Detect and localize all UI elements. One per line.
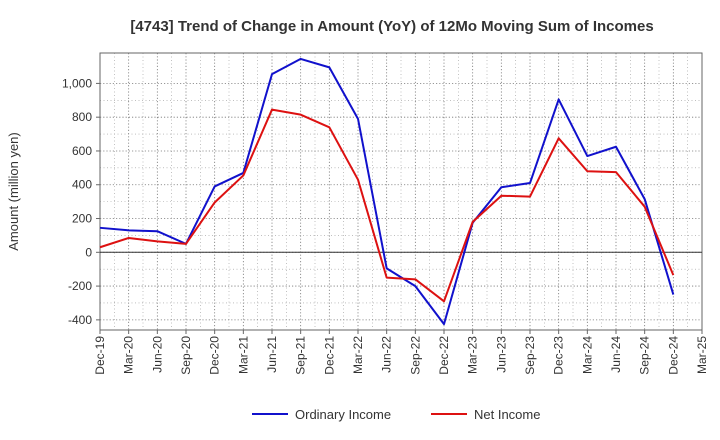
x-tick-label: Sep-20 (179, 336, 193, 375)
x-tick-label: Mar-23 (466, 336, 480, 374)
y-tick-label: 1,000 (62, 76, 92, 90)
y-tick-label: 400 (72, 178, 92, 192)
y-tick-label: -200 (68, 279, 92, 293)
x-tick-label: Mar-21 (236, 336, 250, 374)
legend-label-ordinary-income: Ordinary Income (295, 407, 391, 422)
y-axis-label: Amount (million yen) (6, 132, 21, 251)
grid (99, 52, 703, 331)
x-tick-label: Mar-24 (580, 336, 594, 374)
x-tick-label: Mar-22 (351, 336, 365, 374)
x-tick-label: Jun-21 (265, 336, 279, 373)
x-tick-label: Dec-24 (666, 336, 680, 375)
x-tick-label: Sep-23 (523, 336, 537, 375)
x-tick-label: Jun-22 (380, 336, 394, 373)
x-tick-label: Mar-20 (122, 336, 136, 374)
x-tick-label: Jun-24 (609, 336, 623, 373)
x-tick-label: Jun-23 (494, 336, 508, 373)
x-tick-label: Mar-25 (695, 336, 709, 374)
y-ticks: -400 -200 0 200 400 600 800 1,000 (62, 76, 100, 327)
y-tick-label: -400 (68, 313, 92, 327)
x-tick-label: Dec-20 (208, 336, 222, 375)
x-tick-label: Jun-20 (150, 336, 164, 373)
series-line-net-income (99, 108, 675, 303)
series-layer (99, 57, 675, 326)
x-tick-label: Sep-24 (638, 336, 652, 375)
x-tick-label: Sep-22 (408, 336, 422, 375)
y-tick-label: 600 (72, 144, 92, 158)
legend-label-net-income: Net Income (474, 407, 540, 422)
plot-border (99, 52, 703, 331)
y-tick-label: 0 (85, 245, 92, 259)
x-tick-label: Dec-23 (552, 336, 566, 375)
series-line-ordinary-income (99, 57, 675, 326)
legend: Ordinary Income Net Income (252, 407, 540, 422)
y-tick-label: 800 (72, 110, 92, 124)
x-tick-label: Dec-22 (437, 336, 451, 375)
x-ticks: Dec-19 Mar-20 Jun-20 Sep-20 Dec-20 Mar-21 Jun-… (93, 330, 709, 375)
chart-title: [4743] Trend of Change in Amount (YoY) o… (130, 18, 653, 35)
y-tick-label: 200 (72, 212, 92, 226)
x-tick-label: Dec-21 (322, 336, 336, 375)
x-tick-label: Dec-19 (93, 336, 107, 375)
x-tick-label: Sep-21 (294, 336, 308, 375)
